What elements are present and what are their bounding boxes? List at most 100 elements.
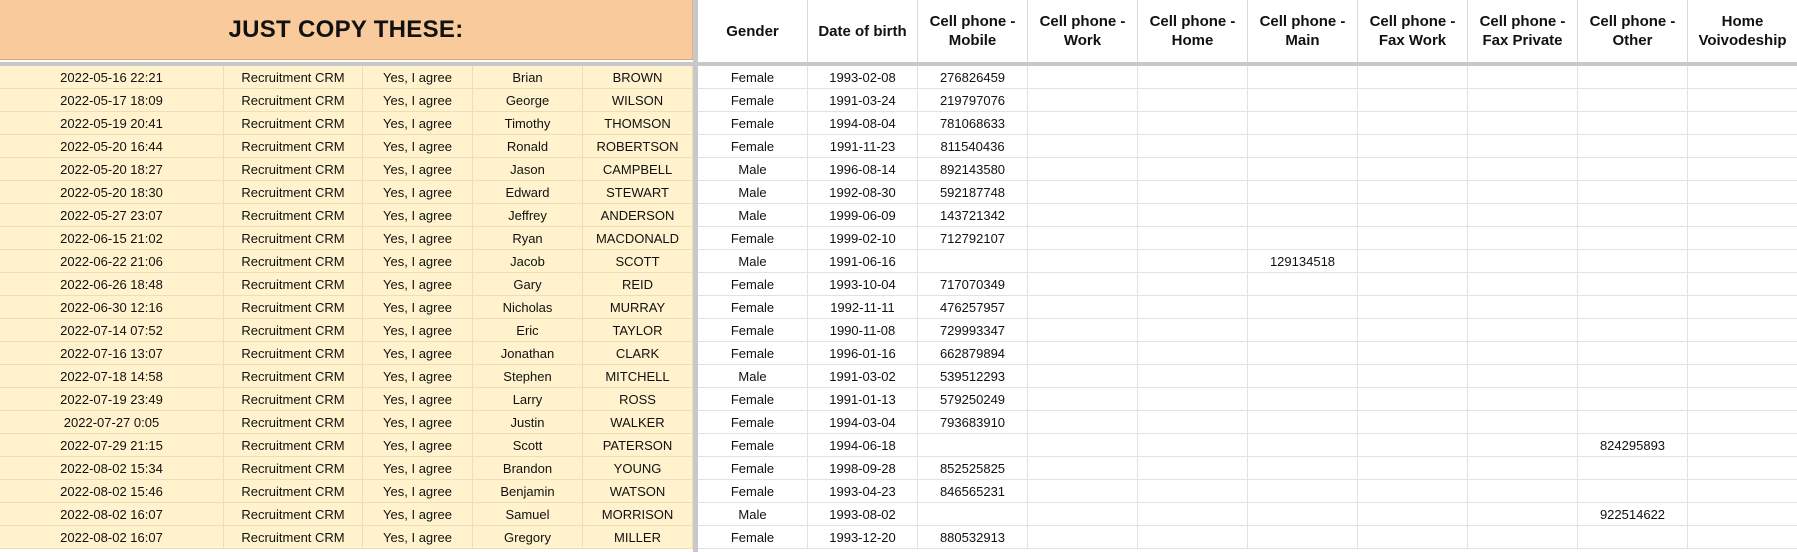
cell-main[interactable] [1248,112,1358,135]
cell-main[interactable] [1248,66,1358,89]
cell-consent[interactable]: Yes, I agree [363,411,473,434]
cell-faxwork[interactable] [1358,526,1468,549]
cell-faxwork[interactable] [1358,181,1468,204]
title-cell[interactable]: JUST COPY THESE: [0,0,693,60]
cell-last[interactable]: WATSON [583,480,693,503]
cell-consent[interactable]: Yes, I agree [363,158,473,181]
cell-main[interactable] [1248,273,1358,296]
cell-faxprivate[interactable] [1468,273,1578,296]
cell-consent[interactable]: Yes, I agree [363,365,473,388]
cell-first[interactable]: Brandon [473,457,583,480]
cell-work[interactable] [1028,135,1138,158]
cell-source[interactable]: Recruitment CRM [224,526,363,549]
cell-dob[interactable]: 1993-10-04 [808,273,918,296]
cell-faxprivate[interactable] [1468,227,1578,250]
cell-gender[interactable]: Female [698,526,808,549]
cell-faxprivate[interactable] [1468,135,1578,158]
cell-gender[interactable]: Male [698,204,808,227]
cell-home[interactable] [1138,457,1248,480]
cell-faxwork[interactable] [1358,273,1468,296]
cell-other[interactable] [1578,296,1688,319]
cell-last[interactable]: THOMSON [583,112,693,135]
cell-other[interactable] [1578,227,1688,250]
cell-dob[interactable]: 1993-02-08 [808,66,918,89]
cell-main[interactable]: 129134518 [1248,250,1358,273]
cell-faxprivate[interactable] [1468,89,1578,112]
cell-voivodeship[interactable] [1688,411,1797,434]
cell-work[interactable] [1028,503,1138,526]
cell-main[interactable] [1248,457,1358,480]
cell-timestamp[interactable]: 2022-06-15 21:02 [0,227,224,250]
cell-voivodeship[interactable] [1688,227,1797,250]
cell-main[interactable] [1248,227,1358,250]
cell-main[interactable] [1248,526,1358,549]
cell-voivodeship[interactable] [1688,66,1797,89]
cell-faxwork[interactable] [1358,388,1468,411]
cell-faxprivate[interactable] [1468,434,1578,457]
cell-mobile[interactable] [918,503,1028,526]
cell-dob[interactable]: 1996-01-16 [808,342,918,365]
cell-source[interactable]: Recruitment CRM [224,503,363,526]
cell-gender[interactable]: Male [698,503,808,526]
column-header-mobile[interactable]: Cell phone - Mobile [918,0,1028,62]
cell-mobile[interactable]: 880532913 [918,526,1028,549]
cell-consent[interactable]: Yes, I agree [363,503,473,526]
cell-timestamp[interactable]: 2022-06-22 21:06 [0,250,224,273]
cell-first[interactable]: Samuel [473,503,583,526]
cell-dob[interactable]: 1993-12-20 [808,526,918,549]
cell-voivodeship[interactable] [1688,296,1797,319]
cell-first[interactable]: Jonathan [473,342,583,365]
cell-work[interactable] [1028,342,1138,365]
cell-first[interactable]: Jacob [473,250,583,273]
cell-faxprivate[interactable] [1468,526,1578,549]
cell-first[interactable]: George [473,89,583,112]
cell-last[interactable]: SCOTT [583,250,693,273]
cell-dob[interactable]: 1994-08-04 [808,112,918,135]
cell-source[interactable]: Recruitment CRM [224,89,363,112]
cell-gender[interactable]: Male [698,365,808,388]
cell-faxwork[interactable] [1358,434,1468,457]
cell-consent[interactable]: Yes, I agree [363,457,473,480]
cell-dob[interactable]: 1998-09-28 [808,457,918,480]
cell-faxprivate[interactable] [1468,503,1578,526]
cell-source[interactable]: Recruitment CRM [224,434,363,457]
cell-timestamp[interactable]: 2022-05-16 22:21 [0,66,224,89]
cell-home[interactable] [1138,158,1248,181]
cell-source[interactable]: Recruitment CRM [224,66,363,89]
cell-faxprivate[interactable] [1468,296,1578,319]
cell-dob[interactable]: 1992-08-30 [808,181,918,204]
cell-home[interactable] [1138,388,1248,411]
cell-first[interactable]: Eric [473,319,583,342]
cell-faxprivate[interactable] [1468,250,1578,273]
cell-voivodeship[interactable] [1688,388,1797,411]
cell-faxprivate[interactable] [1468,181,1578,204]
cell-source[interactable]: Recruitment CRM [224,204,363,227]
cell-source[interactable]: Recruitment CRM [224,296,363,319]
cell-faxwork[interactable] [1358,319,1468,342]
cell-mobile[interactable]: 729993347 [918,319,1028,342]
cell-source[interactable]: Recruitment CRM [224,319,363,342]
cell-main[interactable] [1248,89,1358,112]
cell-voivodeship[interactable] [1688,480,1797,503]
cell-last[interactable]: ROSS [583,388,693,411]
column-header-main[interactable]: Cell phone - Main [1248,0,1358,62]
cell-work[interactable] [1028,181,1138,204]
cell-gender[interactable]: Female [698,89,808,112]
cell-last[interactable]: MITCHELL [583,365,693,388]
cell-mobile[interactable]: 579250249 [918,388,1028,411]
cell-work[interactable] [1028,319,1138,342]
cell-work[interactable] [1028,250,1138,273]
cell-last[interactable]: MORRISON [583,503,693,526]
cell-main[interactable] [1248,204,1358,227]
cell-last[interactable]: MILLER [583,526,693,549]
cell-voivodeship[interactable] [1688,250,1797,273]
cell-consent[interactable]: Yes, I agree [363,526,473,549]
cell-dob[interactable]: 1994-03-04 [808,411,918,434]
cell-timestamp[interactable]: 2022-06-26 18:48 [0,273,224,296]
cell-last[interactable]: WILSON [583,89,693,112]
cell-dob[interactable]: 1994-06-18 [808,434,918,457]
cell-voivodeship[interactable] [1688,204,1797,227]
cell-first[interactable]: Jason [473,158,583,181]
cell-timestamp[interactable]: 2022-07-16 13:07 [0,342,224,365]
cell-home[interactable] [1138,273,1248,296]
